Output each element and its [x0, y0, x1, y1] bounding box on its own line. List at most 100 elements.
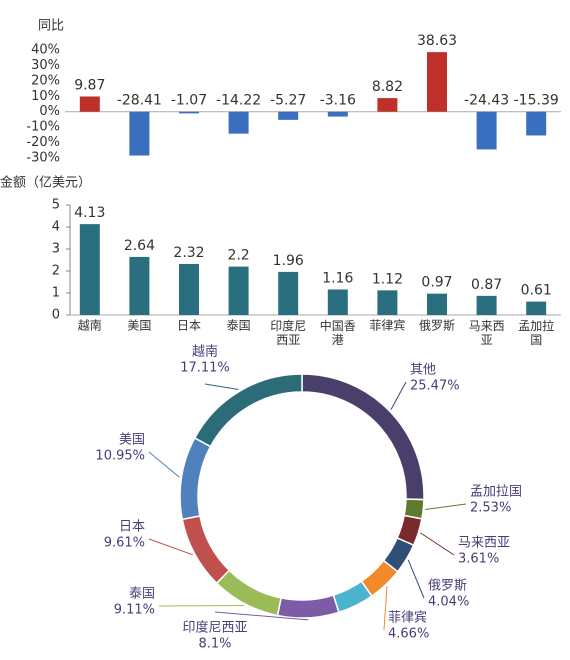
value-label: 38.63 [417, 33, 457, 49]
donut-segment [179, 436, 212, 521]
pie-label: 2.53% [470, 501, 511, 516]
chart-title: 金额（亿美元） [0, 175, 91, 191]
leader-line [148, 451, 180, 478]
value-label: 8.82 [372, 79, 403, 95]
bar [179, 111, 199, 114]
pie-label: 9.11% [114, 603, 155, 618]
pie-label: 8.1% [198, 637, 231, 652]
leader-line [407, 559, 425, 599]
bar [526, 111, 547, 136]
y-tick-label: 0% [39, 104, 60, 119]
pie-label: 菲律宾 [388, 610, 427, 626]
y-tick-label: -30% [26, 151, 60, 166]
pie-label: 其他 [410, 363, 436, 378]
bar [377, 98, 398, 112]
pie-label: 俄罗斯 [428, 579, 467, 594]
value-label: -15.39 [514, 93, 559, 109]
bar [129, 111, 150, 156]
pie-label: 印度尼西亚 [182, 620, 247, 636]
bar [179, 263, 199, 315]
x-tick-label: 日本 [177, 319, 201, 333]
x-tick-label: 印度尼西亚 [270, 318, 306, 347]
leader-line [158, 604, 244, 607]
pie-label: 4.04% [428, 595, 469, 610]
leader-line [383, 586, 388, 631]
bar [278, 111, 299, 120]
y-tick-label: -20% [26, 135, 60, 150]
bar [526, 301, 547, 315]
y-tick-label: 1 [52, 286, 60, 301]
value-label: 0.87 [471, 277, 502, 293]
x-tick-label: 菲律宾 [369, 318, 405, 333]
x-tick-label: 马来西亚 [469, 319, 505, 347]
x-tick-label: 中国香港 [320, 318, 356, 347]
value-label: 2.32 [173, 245, 204, 261]
y-tick-label: 4 [52, 220, 60, 235]
bar [129, 256, 150, 315]
value-label: -1.07 [171, 93, 207, 109]
value-label: 1.16 [322, 270, 353, 286]
bar [427, 293, 447, 315]
value-label: 0.61 [521, 283, 552, 299]
value-label: 2.64 [124, 238, 155, 254]
value-label: 0.97 [421, 275, 452, 291]
donut-segment [193, 373, 303, 448]
pie-label: 越南 [192, 344, 218, 360]
y-tick-label: 0 [52, 308, 60, 323]
pie-label: 25.47% [410, 379, 460, 394]
value-label: 1.12 [372, 271, 403, 287]
bar [476, 295, 497, 315]
value-label: 1.96 [273, 253, 304, 269]
donut-segment [215, 569, 282, 617]
y-tick-label: 10% [31, 89, 60, 104]
leader-line [204, 383, 239, 390]
bar [327, 111, 348, 117]
bar [427, 52, 447, 112]
y-tick-label: 40% [31, 43, 60, 58]
x-tick-label: 泰国 [227, 319, 251, 333]
value-label: 2.2 [227, 248, 249, 264]
pie-label: 4.66% [388, 627, 429, 642]
bar [228, 111, 249, 134]
leader-line [420, 532, 455, 556]
x-tick-label: 越南 [78, 318, 102, 333]
value-label: -14.22 [216, 93, 261, 109]
bar [79, 96, 100, 112]
pie-label: 日本 [119, 520, 145, 535]
y-tick-label: 20% [31, 73, 60, 88]
pie-label: 马来西亚 [458, 536, 510, 551]
donut-segment [181, 514, 231, 585]
value-label: 9.87 [74, 77, 105, 93]
bar [327, 289, 348, 315]
leader-line [425, 503, 467, 510]
pie-label: 17.11% [180, 361, 230, 376]
y-tick-label: 5 [52, 198, 60, 213]
value-label: -28.41 [117, 93, 162, 109]
y-tick-label: -10% [26, 120, 60, 135]
pie-label: 泰国 [129, 587, 155, 602]
chart-title: 同比 [38, 19, 64, 34]
x-tick-label: 俄罗斯 [419, 319, 455, 333]
pie-label: 孟加拉国 [470, 485, 522, 500]
leader-line [148, 538, 194, 556]
pie-label: 3.61% [458, 552, 499, 567]
donut-segment [276, 594, 340, 619]
leader-line [214, 611, 309, 621]
pie-label: 10.95% [95, 449, 145, 464]
pie-label: 美国 [119, 433, 145, 448]
bar [278, 271, 299, 315]
bar [228, 266, 249, 315]
value-label: 4.13 [74, 205, 105, 221]
pie-label: 9.61% [104, 536, 145, 551]
x-tick-label: 美国 [127, 319, 151, 333]
x-tick-label: 孟加拉国 [518, 318, 554, 347]
y-tick-label: 30% [31, 58, 60, 73]
bar [79, 224, 100, 315]
y-tick-label: 2 [52, 264, 60, 279]
value-label: -3.16 [320, 93, 356, 109]
leader-line [390, 381, 407, 410]
value-label: -5.27 [270, 93, 306, 109]
value-label: -24.43 [464, 93, 509, 109]
donut-segment [301, 373, 425, 501]
